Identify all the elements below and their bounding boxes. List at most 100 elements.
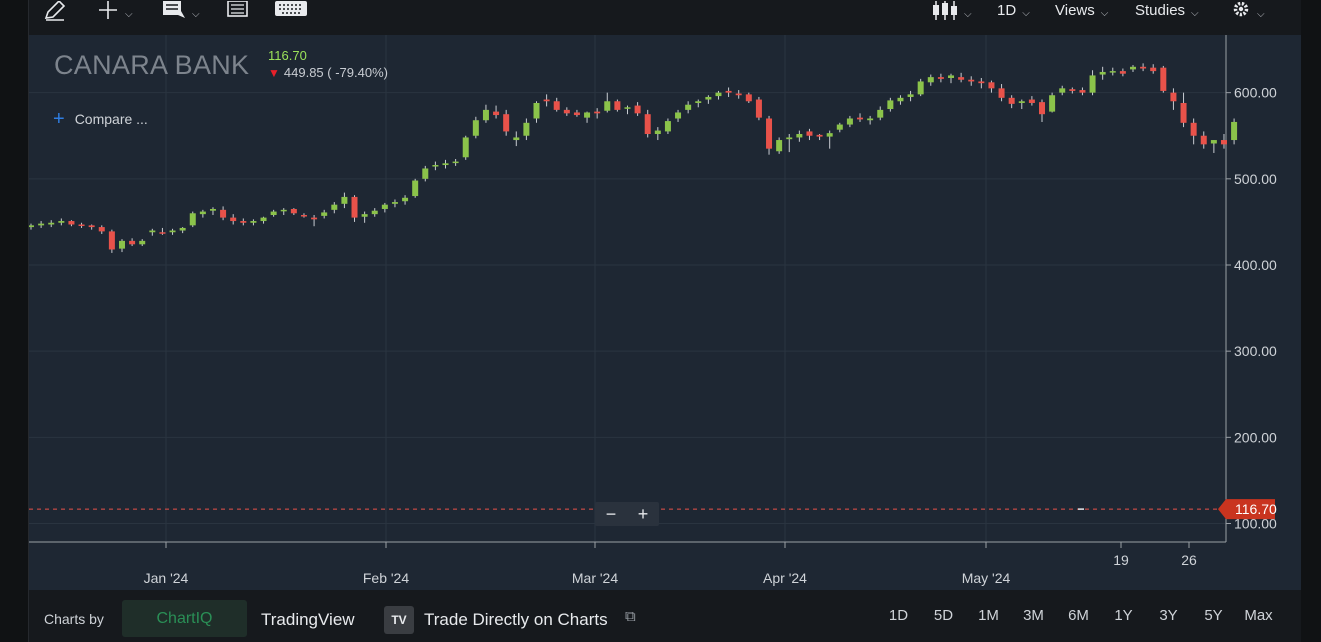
compare-button[interactable]: + Compare ... — [53, 108, 148, 130]
price-chart[interactable]: 100.00 200.00 300.00 400.00 500.00 600.00 Jan … — [29, 35, 1301, 590]
period-1y[interactable]: 1Y — [1114, 607, 1133, 624]
candle-body — [644, 114, 651, 135]
candle-body — [351, 196, 358, 218]
candle-body — [826, 133, 833, 137]
period-1m[interactable]: 1M — [978, 607, 999, 624]
candle-body — [341, 196, 348, 204]
x-tick-label: May '24 — [962, 570, 1011, 586]
draw-tool-button[interactable] — [43, 0, 67, 22]
settings-button[interactable]: ⌵ — [1231, 0, 1265, 22]
last-price: 116.70 — [268, 48, 307, 63]
candle-body — [371, 210, 378, 215]
candle-body — [422, 168, 429, 179]
candle-body — [766, 118, 773, 149]
candlestick-icon — [933, 1, 957, 20]
candle-body — [1200, 135, 1207, 145]
candle-body — [796, 134, 803, 138]
candle-body — [240, 221, 247, 223]
candle-body — [604, 101, 611, 111]
price-change: ▼ 449.85 ( -79.40%) — [268, 65, 388, 80]
candle-body — [846, 118, 853, 125]
candle-body — [1079, 90, 1086, 93]
chevron-down-icon: ⌵ — [1257, 8, 1265, 20]
candle-body — [725, 90, 732, 93]
candle-body — [1039, 102, 1045, 115]
candle-body — [402, 197, 409, 202]
x-tick-label: Jan '24 — [144, 570, 189, 586]
candle-body — [897, 97, 904, 102]
candle-body — [816, 134, 823, 137]
candle-body — [745, 94, 752, 102]
candle-body — [978, 81, 985, 84]
y-tick-label: 200.00 — [1234, 429, 1277, 445]
candle-body — [948, 75, 955, 79]
data-table-button[interactable] — [227, 0, 249, 22]
candle-body — [1150, 67, 1157, 72]
candle-body — [927, 77, 934, 83]
keyboard-button[interactable] — [274, 0, 308, 22]
candle-body — [1049, 95, 1056, 112]
candle-body — [129, 240, 136, 245]
plus-icon: + — [53, 108, 65, 130]
candle-body — [664, 121, 671, 132]
candle-body — [472, 120, 479, 136]
current-price-tag — [1218, 499, 1275, 520]
y-tick-label: 600.00 — [1234, 85, 1277, 101]
period-max[interactable]: Max — [1244, 607, 1273, 624]
period-1d[interactable]: 1D — [888, 607, 909, 624]
candle-body — [462, 137, 469, 158]
footer-bar: Charts by ChartIQ TradingView TV Trade D… — [29, 590, 1301, 642]
studies-dropdown[interactable]: Studies ⌵ — [1135, 0, 1199, 20]
chevron-down-icon: ⌵ — [1100, 7, 1109, 19]
pencil-icon — [44, 1, 66, 21]
trade-directly-link[interactable]: Trade Directly on Charts — [424, 610, 608, 629]
candle-body — [695, 101, 702, 103]
candle-body — [533, 102, 540, 119]
chartiq-button[interactable]: ChartIQ — [122, 600, 247, 637]
chart-type-button[interactable]: ⌵ — [932, 0, 972, 22]
period-3y[interactable]: 3Y — [1159, 607, 1178, 624]
candle-body — [675, 112, 682, 119]
candle-body — [482, 109, 489, 121]
candle-body — [493, 111, 500, 116]
candle-body — [1059, 88, 1066, 93]
y-tick-label: 100.00 — [1234, 516, 1277, 532]
period-selector: 1D 5D 1M 3M 6M 1Y 3Y 5Y Max — [876, 607, 1281, 624]
crosshair-button[interactable]: ⌵ — [97, 0, 133, 22]
candle-body — [452, 161, 459, 164]
candle-body — [877, 109, 884, 118]
candle-body — [1190, 122, 1197, 136]
chevron-down-icon: ⌵ — [192, 8, 200, 20]
candle-body — [776, 140, 783, 152]
period-5d[interactable]: 5D — [933, 607, 954, 624]
candle-body — [1129, 66, 1136, 70]
x-tick-label: Feb '24 — [363, 570, 409, 586]
x-tick-label: Mar '24 — [572, 570, 618, 586]
period-6m[interactable]: 6M — [1068, 607, 1089, 624]
candle-body — [523, 122, 530, 136]
candle-body — [260, 217, 267, 222]
y-tick-label: 500.00 — [1234, 171, 1277, 187]
views-dropdown[interactable]: Views ⌵ — [1055, 0, 1108, 20]
candle-body — [78, 224, 85, 226]
candle-body — [1170, 92, 1177, 102]
candle-body — [867, 118, 874, 121]
price-change-value: 449.85 ( -79.40%) — [283, 65, 388, 80]
candle-body — [685, 104, 692, 110]
period-5y[interactable]: 5Y — [1204, 607, 1223, 624]
candle-body — [553, 101, 560, 110]
candle-body — [250, 221, 257, 223]
candle-body — [624, 107, 631, 109]
candle-body — [48, 222, 55, 225]
chart-area[interactable]: 100.00 200.00 300.00 400.00 500.00 600.00 Jan … — [29, 35, 1301, 590]
tradingview-link[interactable]: TradingView — [261, 610, 355, 629]
candle-body — [432, 165, 439, 167]
zoom-out-button[interactable]: − — [605, 503, 617, 524]
zoom-in-button[interactable]: + — [637, 503, 649, 524]
candle-body — [412, 180, 419, 197]
info-panel-button[interactable]: ⌵ — [162, 0, 200, 22]
period-3m[interactable]: 3M — [1023, 607, 1044, 624]
keyboard-icon — [275, 1, 307, 16]
candle-body — [118, 240, 125, 249]
interval-dropdown[interactable]: 1D ⌵ — [997, 0, 1030, 20]
